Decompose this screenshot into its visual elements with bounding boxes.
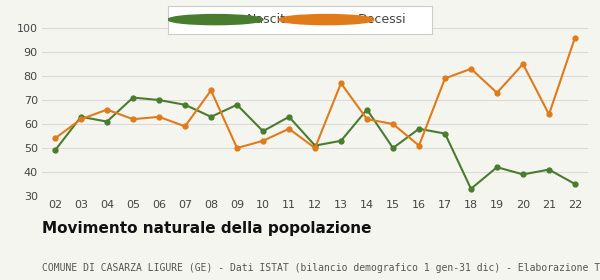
Text: Nascite: Nascite (247, 13, 294, 26)
Text: COMUNE DI CASARZA LIGURE (GE) - Dati ISTAT (bilancio demografico 1 gen-31 dic) -: COMUNE DI CASARZA LIGURE (GE) - Dati IST… (42, 263, 600, 273)
Text: Decessi: Decessi (358, 13, 407, 26)
Circle shape (279, 15, 374, 25)
Circle shape (168, 15, 263, 25)
Text: Movimento naturale della popolazione: Movimento naturale della popolazione (42, 221, 371, 236)
